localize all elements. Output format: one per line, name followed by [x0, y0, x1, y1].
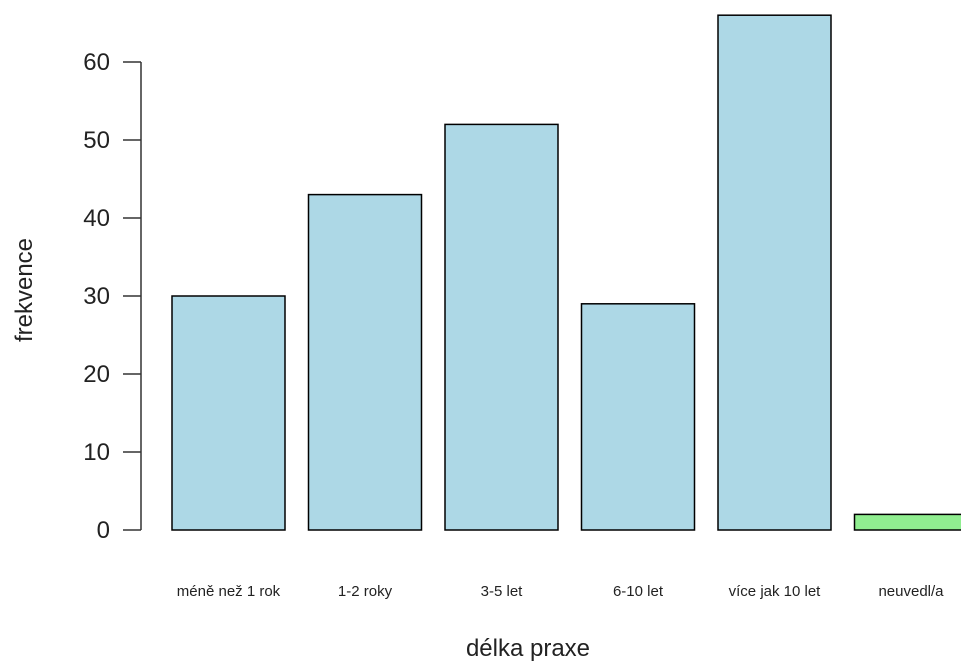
- bar: [444, 123, 559, 531]
- bars: [171, 14, 961, 531]
- x-category-label: méně než 1 rok: [177, 583, 281, 600]
- y-tick-label: 60: [83, 49, 110, 76]
- bar: [853, 513, 961, 531]
- x-axis-title: délka praxe: [466, 635, 590, 662]
- bar: [717, 14, 832, 531]
- x-category-label: 6-10 let: [613, 583, 664, 600]
- x-category-labels: méně než 1 rok 1-2 roky 3-5 let 6-10 let víc…: [177, 583, 944, 600]
- x-category-label: 1-2 roky: [338, 583, 393, 600]
- x-category-label: neuvedl/a: [878, 583, 944, 600]
- y-tick-label: 0: [97, 517, 110, 544]
- y-axis-title: frekvence: [11, 238, 38, 342]
- bar: [580, 303, 696, 531]
- y-tick-label: 40: [83, 205, 110, 232]
- x-category-label: 3-5 let: [481, 583, 524, 600]
- y-tick-label: 20: [83, 361, 110, 388]
- bar: [171, 295, 286, 531]
- y-tick-label: 10: [83, 439, 110, 466]
- x-category-label: více jak 10 let: [729, 583, 822, 600]
- y-tick-label: 50: [83, 127, 110, 154]
- bar: [307, 193, 423, 531]
- y-axis: 0 10 20 30 40 50 60: [83, 49, 142, 544]
- y-tick-label: 30: [83, 283, 110, 310]
